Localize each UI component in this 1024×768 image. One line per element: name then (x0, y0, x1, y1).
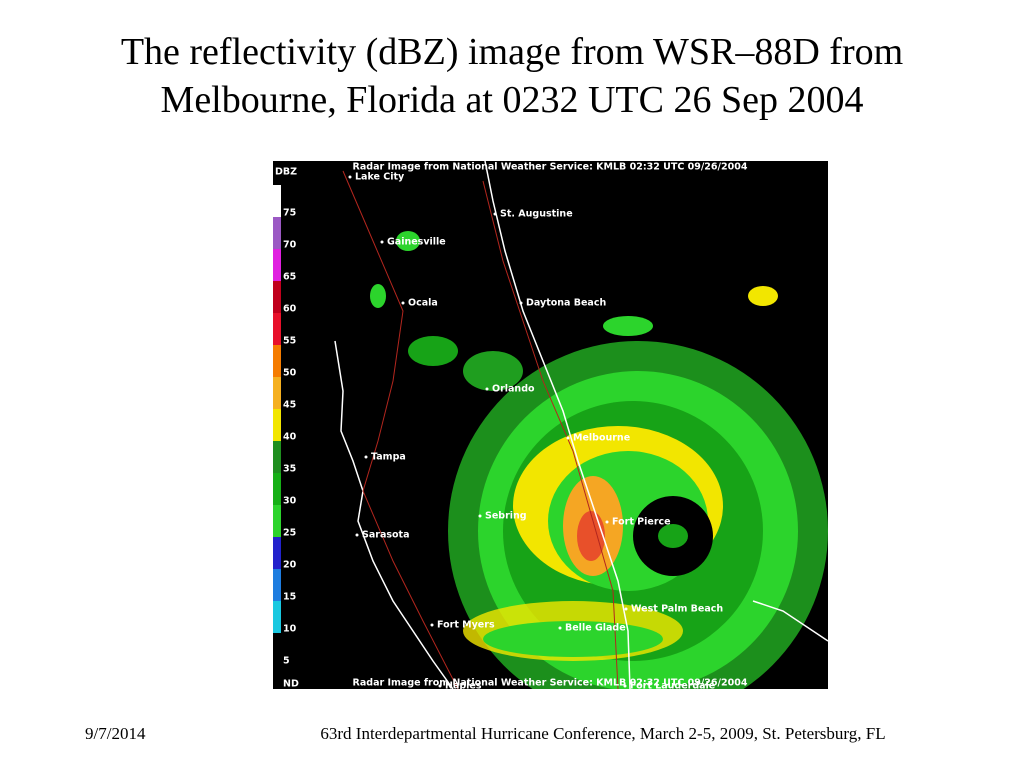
scale-band (273, 633, 281, 665)
city-label: Fort Myers (437, 620, 495, 631)
scale-band (273, 569, 281, 601)
city-label: Sebring (485, 511, 527, 522)
city-label: Orlando (492, 384, 535, 395)
scale-band (273, 441, 281, 473)
footer-conference: 63rd Interdepartmental Hurricane Confere… (320, 724, 886, 743)
scale-label: 30 (283, 496, 297, 507)
coastline (334, 161, 828, 689)
city-label: Sarasota (362, 530, 409, 541)
scale-band (273, 281, 281, 313)
scale-band (273, 217, 281, 249)
scale-band (273, 345, 281, 377)
cities: Lake City St. Augustine Gainesville Ocala Da… (348, 172, 723, 690)
city-label: Belle Glade (565, 623, 626, 634)
city-label: Ocala (408, 298, 438, 309)
city-marker (485, 387, 489, 391)
scale-band (273, 313, 281, 345)
scale-label: 75 (283, 208, 296, 219)
city-marker (558, 626, 562, 630)
city-marker (364, 455, 368, 459)
scale-band (273, 537, 281, 569)
city-label: Fort Pierce (612, 517, 671, 528)
city-label: Fort Lauderdale (630, 681, 715, 690)
scale-band (273, 185, 281, 217)
echoes (370, 231, 828, 689)
scale-band (273, 473, 281, 505)
scale-label: 20 (283, 560, 297, 571)
city-label: Gainesville (387, 237, 446, 248)
city-marker (493, 212, 497, 216)
scale-label: 40 (283, 432, 297, 443)
city-label: West Palm Beach (631, 604, 723, 615)
scale-label: 60 (283, 304, 297, 315)
city-marker (401, 301, 405, 305)
scale-band (273, 249, 281, 281)
scale-band (273, 505, 281, 537)
footer-date: 9/7/2014 (85, 724, 146, 743)
radar-image: DBZ 75 70 65 60 55 50 45 40 35 30 25 20 15 10 5 ND Lake … (273, 161, 828, 689)
scale-label: 50 (283, 368, 297, 379)
scale-bottom: ND (283, 679, 299, 690)
scale-label: 35 (283, 464, 296, 475)
scale-label: 65 (283, 272, 296, 283)
scale-label: 10 (283, 624, 297, 635)
scale-label: 45 (283, 400, 296, 411)
city-marker (566, 436, 570, 440)
image-footer: Radar Image from National Weather Servic… (353, 678, 748, 689)
scale-label: 5 (283, 656, 290, 667)
scale-band (273, 377, 281, 409)
city-label: Tampa (371, 452, 406, 463)
scale-title: DBZ (275, 167, 297, 178)
image-header: Radar Image from National Weather Servic… (353, 162, 748, 173)
city-marker (430, 623, 434, 627)
city-marker (519, 301, 523, 305)
dbz-scale: DBZ 75 70 65 60 55 50 45 40 35 30 25 20 15 10 5 ND (273, 167, 299, 690)
city-label: Daytona Beach (526, 298, 606, 309)
city-marker (605, 520, 609, 524)
city-marker (438, 684, 442, 688)
city-marker (355, 533, 359, 537)
scale-label: 55 (283, 336, 296, 347)
city-label: Naples (445, 681, 482, 690)
scale-band (273, 409, 281, 441)
city-marker (348, 175, 352, 179)
roads (342, 170, 619, 689)
city-marker (623, 684, 627, 688)
scale-band (273, 601, 281, 633)
scale-label: 15 (283, 592, 296, 603)
city-label: St. Augustine (500, 209, 573, 220)
city-label: Melbourne (573, 433, 630, 444)
city-label: Lake City (355, 172, 405, 183)
city-marker (478, 514, 482, 518)
city-marker (380, 240, 384, 244)
scale-label: 70 (283, 240, 297, 251)
slide-title: The reflectivity (dBZ) image from WSR–88… (120, 31, 904, 121)
scale-label: 25 (283, 528, 296, 539)
city-marker (624, 607, 628, 611)
